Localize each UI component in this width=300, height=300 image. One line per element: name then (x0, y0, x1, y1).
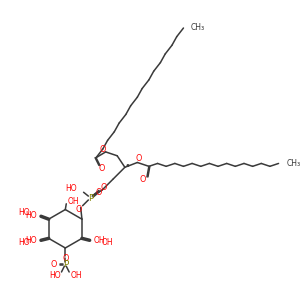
Text: O: O (99, 164, 105, 173)
Text: •: • (125, 161, 131, 171)
Text: O: O (140, 175, 146, 184)
Text: O: O (135, 154, 142, 163)
Text: OH: OH (94, 236, 105, 245)
Text: CH₃: CH₃ (286, 159, 300, 168)
Text: O: O (100, 183, 107, 192)
Text: HO: HO (18, 238, 29, 247)
Text: O: O (76, 205, 82, 214)
Text: OH: OH (71, 271, 83, 280)
Text: HO: HO (65, 184, 77, 193)
Text: HO: HO (49, 271, 61, 280)
Text: O: O (100, 145, 106, 154)
Text: HO: HO (26, 236, 37, 245)
Text: HO: HO (18, 208, 29, 217)
Text: OH: OH (67, 197, 79, 206)
Text: P: P (88, 194, 93, 202)
Text: O: O (62, 254, 68, 263)
Text: HO: HO (26, 211, 37, 220)
Text: O: O (51, 260, 57, 269)
Text: O: O (96, 188, 102, 197)
Text: OH: OH (101, 238, 113, 247)
Text: P: P (63, 260, 68, 269)
Text: CH₃: CH₃ (190, 22, 204, 32)
